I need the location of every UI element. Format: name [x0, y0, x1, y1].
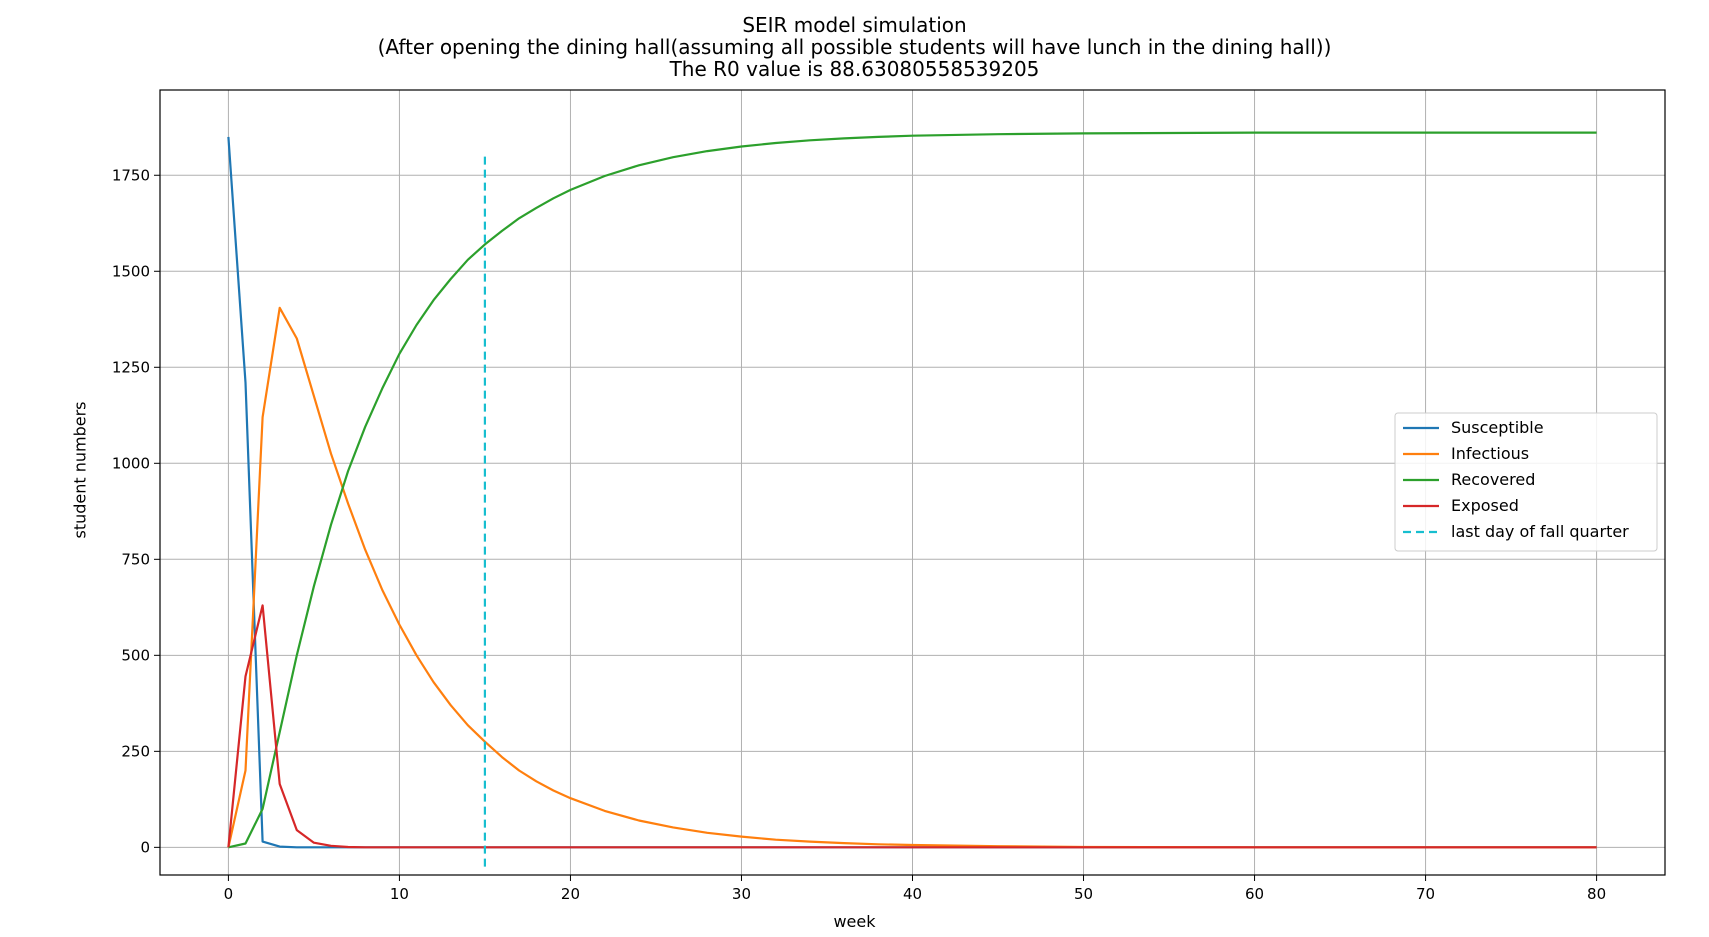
x-axis-label: week [833, 912, 876, 931]
y-tick-label: 1750 [112, 166, 150, 184]
y-tick-label: 250 [121, 742, 150, 760]
x-tick-label: 40 [903, 885, 922, 903]
x-tick-label: 20 [561, 885, 580, 903]
x-tick-label: 70 [1416, 885, 1435, 903]
chart-title-line-1: SEIR model simulation [742, 13, 967, 37]
x-tick-label: 50 [1074, 885, 1093, 903]
x-tick-label: 30 [732, 885, 751, 903]
legend-box [1394, 412, 1658, 552]
x-tick-label: 60 [1245, 885, 1264, 903]
y-tick-label: 500 [121, 646, 150, 664]
chart-title-line-2: (After opening the dining hall(assuming … [377, 35, 1332, 59]
y-tick-label: 0 [140, 838, 150, 856]
legend-entry: last day of fall quarter [1451, 522, 1629, 541]
legend-entry: Susceptible [1451, 418, 1544, 437]
y-tick-label: 1250 [112, 358, 150, 376]
chart-title-line-3: The R0 value is 88.63080558539205 [669, 57, 1040, 81]
x-tick-label: 80 [1587, 885, 1606, 903]
series-line-exposed [227, 604, 1597, 849]
legend-entry: Infectious [1451, 444, 1529, 463]
legend-entry: Exposed [1451, 496, 1519, 515]
y-tick-label: 1500 [112, 262, 150, 280]
y-tick-label: 750 [121, 550, 150, 568]
series-line-infectious [227, 306, 1597, 849]
y-axis-label: student numbers [70, 401, 90, 539]
series-line-recovered [228, 131, 1597, 849]
x-tick-label: 10 [390, 885, 409, 903]
legend-entry: Recovered [1451, 470, 1535, 489]
y-tick-label: 1000 [112, 454, 150, 472]
x-tick-label: 0 [224, 885, 234, 903]
